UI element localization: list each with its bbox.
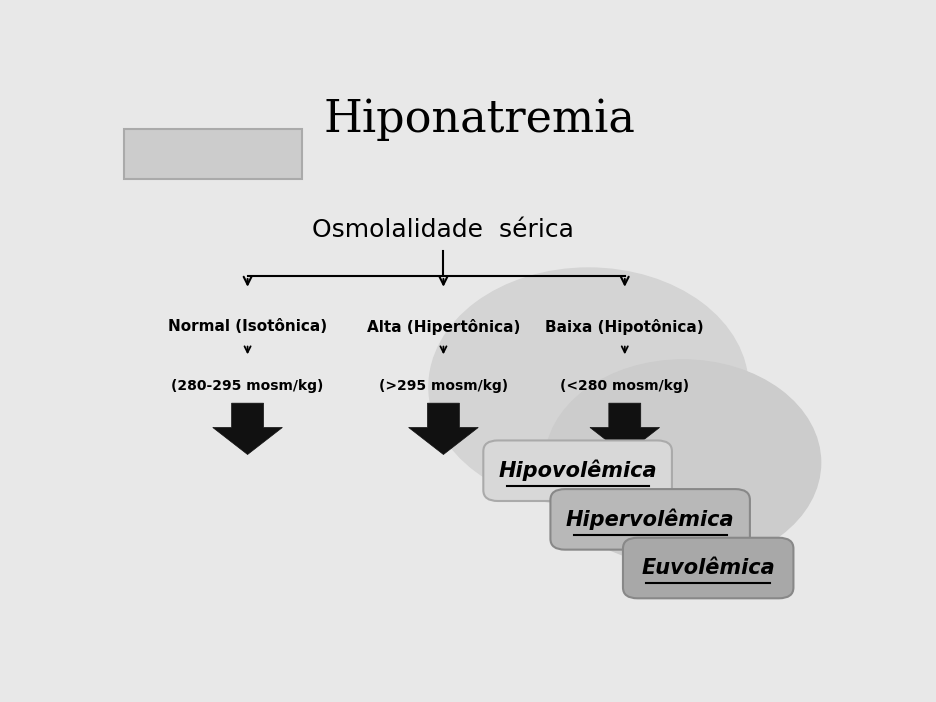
- Text: Hipervolêmica: Hipervolêmica: [566, 509, 735, 530]
- Text: Euvolêmica: Euvolêmica: [641, 558, 775, 578]
- Circle shape: [429, 268, 748, 506]
- Polygon shape: [409, 403, 478, 454]
- Text: Baixa (Hipotônica): Baixa (Hipotônica): [546, 319, 704, 336]
- FancyBboxPatch shape: [483, 440, 672, 501]
- Text: Hiponatremia: Hiponatremia: [324, 98, 636, 141]
- Text: Hipovolêmica: Hipovolêmica: [498, 460, 657, 482]
- Text: (>295 mosm/kg): (>295 mosm/kg): [379, 379, 508, 393]
- Text: Normal (Isotônica): Normal (Isotônica): [168, 319, 328, 334]
- Polygon shape: [590, 403, 660, 454]
- Text: Alta (Hipertônica): Alta (Hipertônica): [367, 319, 520, 336]
- FancyBboxPatch shape: [550, 489, 750, 550]
- Polygon shape: [212, 403, 283, 454]
- Circle shape: [545, 360, 821, 565]
- Text: Classificação: Classificação: [148, 145, 278, 163]
- Text: Osmolalidade  sérica: Osmolalidade sérica: [313, 218, 575, 242]
- FancyBboxPatch shape: [623, 538, 794, 598]
- FancyBboxPatch shape: [124, 129, 302, 179]
- Text: (<280 mosm/kg): (<280 mosm/kg): [561, 379, 689, 393]
- Text: (280-295 mosm/kg): (280-295 mosm/kg): [171, 379, 324, 393]
